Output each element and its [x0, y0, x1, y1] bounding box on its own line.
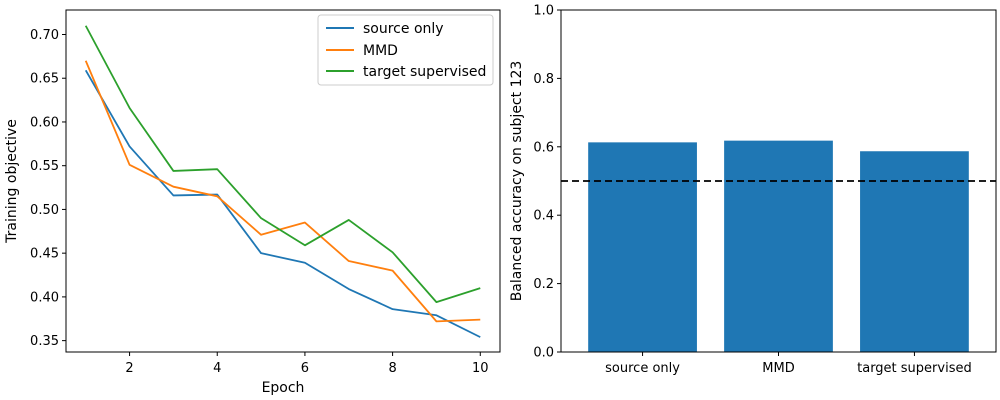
left-x-tick-label: 6: [301, 361, 309, 376]
right-x-tick-label-mmd: MMD: [762, 361, 794, 376]
left-y-tick-label: 0.50: [30, 203, 59, 218]
training-objective-chart: 0.350.400.450.500.550.600.650.70 2 4 6 8 10 …: [4, 9, 501, 396]
left-series-lines: [84, 25, 481, 338]
right-y-tick-label: 0.0: [533, 346, 554, 361]
legend-label-source-only: source only: [363, 21, 444, 37]
left-y-axis-ticks: 0.35 0.40 0.45 0.50 0.55 0.60 0.65 0.70: [30, 28, 66, 349]
right-y-axis-label: Balanced accuracy on subject 123: [509, 61, 525, 302]
left-x-axis-label: Epoch: [262, 380, 305, 396]
left-x-tick-label: 10: [472, 361, 489, 376]
left-plot-frame: [65, 9, 501, 353]
left-y-tick-label: 0.40: [30, 290, 59, 305]
legend-box: [317, 14, 494, 86]
right-y-tick-label: 0.6: [533, 140, 554, 155]
bar-source-only: [588, 142, 697, 352]
balanced-accuracy-chart: 0.0 0.2 0.4 0.6 0.8 1.0 source only MMD target …: [509, 4, 997, 376]
right-y-tick-label: 0.8: [533, 72, 554, 87]
left-y-tick-label: 0.35: [30, 334, 59, 349]
accuracy-bars: [588, 140, 969, 352]
right-y-tick-label: 0.4: [533, 209, 554, 224]
legend: source only MMD target supervised: [317, 14, 494, 86]
series-line-source-only: [84, 69, 481, 338]
bar-mmd: [724, 140, 833, 352]
left-y-tick-label: 0.55: [30, 159, 59, 174]
left-x-tick-label: 2: [125, 361, 133, 376]
series-line-mmd: [84, 60, 481, 323]
left-x-axis-ticks: 2 4 6 8 10: [125, 352, 489, 376]
left-x-tick-label: 8: [388, 361, 396, 376]
right-y-tick-label: 0.2: [533, 277, 554, 292]
legend-label-target-supervised: target supervised: [363, 64, 486, 80]
series-line-target-supervised: [84, 25, 481, 304]
bar-target-supervised: [860, 151, 969, 352]
legend-label-mmd: MMD: [363, 43, 398, 59]
left-y-tick-label: 0.70: [30, 28, 59, 43]
left-y-tick-label: 0.65: [30, 72, 59, 87]
right-y-tick-label: 1.0: [533, 4, 554, 19]
left-y-tick-label: 0.60: [30, 115, 59, 130]
right-y-axis-ticks: 0.0 0.2 0.4 0.6 0.8 1.0: [533, 4, 561, 361]
right-x-tick-label-source-only: source only: [605, 361, 680, 376]
left-x-tick-label: 4: [213, 361, 221, 376]
left-y-axis-label: Training objective: [4, 119, 20, 244]
right-x-axis-ticks: source only MMD target supervised: [605, 352, 972, 376]
right-x-tick-label-target-supervised: target supervised: [857, 361, 972, 376]
left-y-tick-label: 0.45: [30, 247, 59, 262]
